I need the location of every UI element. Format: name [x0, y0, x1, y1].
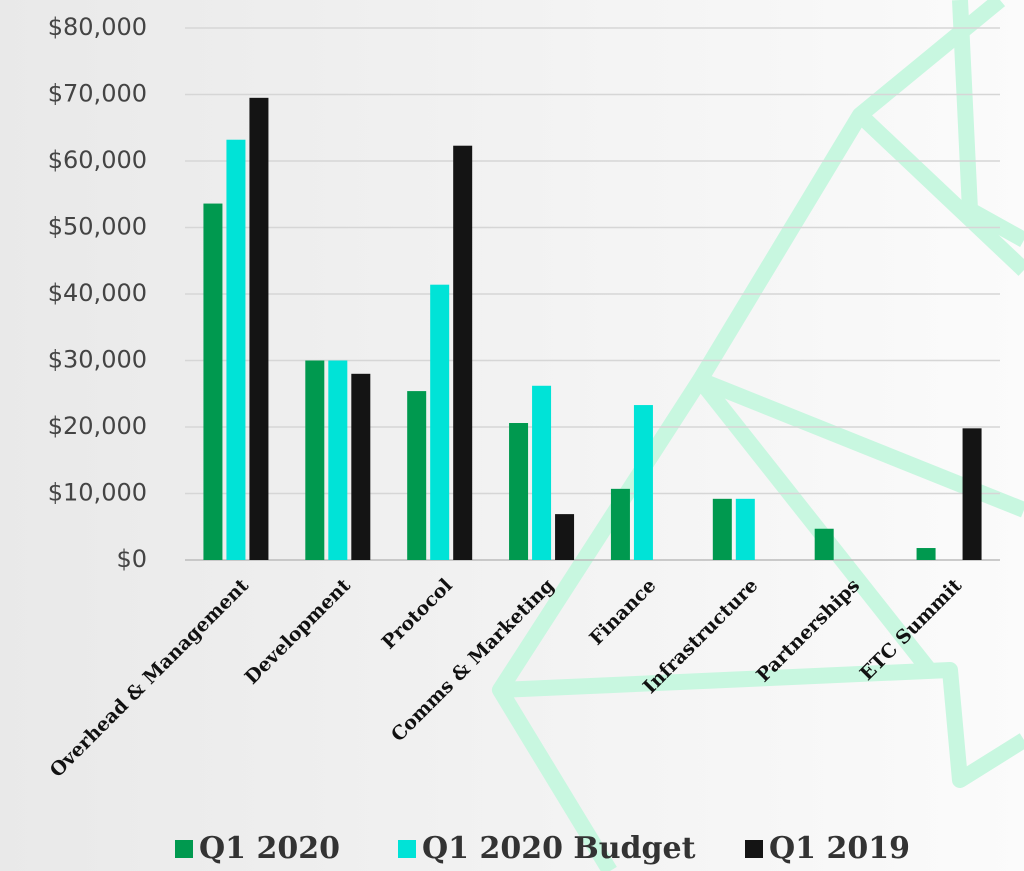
bar	[328, 361, 347, 561]
bar	[249, 98, 268, 560]
legend-swatch	[745, 840, 763, 858]
legend-swatch	[175, 840, 193, 858]
bar	[203, 204, 222, 560]
legend-label: Q1 2020	[199, 831, 340, 866]
bar	[713, 499, 732, 560]
y-tick-label: $0	[116, 545, 147, 573]
y-tick-label: $80,000	[48, 13, 147, 41]
bar	[634, 405, 653, 560]
y-tick-label: $10,000	[48, 479, 147, 507]
legend-label: Q1 2020 Budget	[422, 831, 696, 866]
y-tick-label: $20,000	[48, 412, 147, 440]
bar	[407, 391, 426, 560]
bar	[555, 514, 574, 560]
bar	[611, 489, 630, 560]
bar	[453, 146, 472, 560]
bar	[226, 140, 245, 560]
bar	[509, 423, 528, 560]
bar	[351, 374, 370, 560]
bar	[963, 428, 982, 560]
y-tick-label: $50,000	[48, 213, 147, 241]
legend-label: Q1 2019	[769, 831, 910, 866]
bar	[815, 529, 834, 560]
legend-swatch	[398, 840, 416, 858]
bar	[532, 386, 551, 560]
chart: $0 $10,000 $20,000 $30,000 $40,000 $50,000 $60…	[0, 0, 1024, 871]
y-tick-label: $70,000	[48, 80, 147, 108]
y-tick-label: $40,000	[48, 279, 147, 307]
bar	[917, 548, 936, 560]
page: {"chart_data": {"type": "bar", "categori…	[0, 0, 1024, 871]
y-tick-label: $60,000	[48, 146, 147, 174]
bar	[430, 285, 449, 560]
y-tick-label: $30,000	[48, 346, 147, 374]
bar	[305, 361, 324, 561]
bar	[736, 499, 755, 560]
